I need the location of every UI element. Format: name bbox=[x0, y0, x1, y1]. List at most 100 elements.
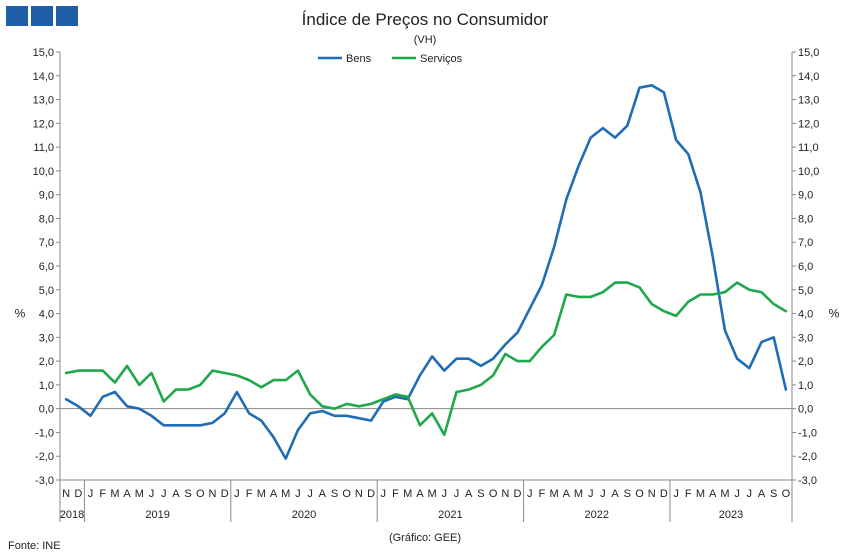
x-month-label: A bbox=[709, 488, 717, 500]
x-month-label: N bbox=[648, 488, 656, 500]
x-month-label: A bbox=[172, 488, 180, 500]
x-year-label: 2022 bbox=[585, 509, 609, 521]
x-month-label: M bbox=[135, 488, 144, 500]
x-month-label: J bbox=[442, 488, 448, 500]
y-tick-label-right: 14,0 bbox=[798, 71, 819, 83]
y-tick-label-right: 4,0 bbox=[798, 309, 813, 321]
x-month-label: F bbox=[99, 488, 106, 500]
x-month-label: O bbox=[635, 488, 644, 500]
x-month-label: M bbox=[428, 488, 437, 500]
x-month-label: S bbox=[331, 488, 338, 500]
x-month-label: M bbox=[110, 488, 119, 500]
y-tick-label-left: 2,0 bbox=[39, 356, 54, 368]
x-month-label: M bbox=[550, 488, 559, 500]
x-month-label: J bbox=[149, 488, 155, 500]
logo bbox=[6, 6, 78, 26]
y-tick-label-left: -1,0 bbox=[35, 427, 54, 439]
y-tick-label-left: 15,0 bbox=[33, 47, 54, 59]
y-tick-label-right: 12,0 bbox=[798, 118, 819, 130]
x-month-label: M bbox=[257, 488, 266, 500]
x-month-label: F bbox=[392, 488, 399, 500]
y-tick-label-left: 14,0 bbox=[33, 71, 54, 83]
x-month-label: A bbox=[465, 488, 473, 500]
x-month-label: A bbox=[563, 488, 571, 500]
x-month-label: A bbox=[319, 488, 327, 500]
y-tick-label-right: 5,0 bbox=[798, 285, 813, 297]
y-tick-label-left: 9,0 bbox=[39, 190, 54, 202]
x-month-label: F bbox=[539, 488, 546, 500]
x-month-label: J bbox=[381, 488, 387, 500]
x-month-label: D bbox=[74, 488, 82, 500]
y-tick-label-right: 13,0 bbox=[798, 95, 819, 107]
x-month-label: O bbox=[782, 488, 791, 500]
x-month-label: J bbox=[600, 488, 606, 500]
x-month-label: M bbox=[720, 488, 729, 500]
x-month-label: J bbox=[747, 488, 753, 500]
x-month-label: S bbox=[770, 488, 777, 500]
x-month-label: D bbox=[221, 488, 229, 500]
x-month-label: F bbox=[246, 488, 253, 500]
x-month-label: M bbox=[403, 488, 412, 500]
x-year-label: 2019 bbox=[145, 509, 169, 521]
x-year-label: 2021 bbox=[438, 509, 462, 521]
x-month-label: A bbox=[123, 488, 131, 500]
x-year-label: 2023 bbox=[719, 509, 743, 521]
y-tick-label-right: 15,0 bbox=[798, 47, 819, 59]
x-month-label: J bbox=[295, 488, 301, 500]
y-tick-label-right: 8,0 bbox=[798, 213, 813, 225]
x-month-label: O bbox=[196, 488, 205, 500]
x-month-label: J bbox=[734, 488, 740, 500]
y-tick-label-right: 1,0 bbox=[798, 380, 813, 392]
y-tick-label-left: 4,0 bbox=[39, 309, 54, 321]
y-tick-label-left: 1,0 bbox=[39, 380, 54, 392]
x-month-label: F bbox=[685, 488, 692, 500]
legend-label-bens: Bens bbox=[346, 53, 372, 65]
x-month-label: M bbox=[696, 488, 705, 500]
x-month-label: S bbox=[184, 488, 191, 500]
x-month-label: O bbox=[342, 488, 351, 500]
y-tick-label-right: 9,0 bbox=[798, 190, 813, 202]
y-tick-label-left: 5,0 bbox=[39, 285, 54, 297]
source-note: Fonte: INE bbox=[8, 540, 61, 552]
x-month-label: J bbox=[673, 488, 679, 500]
x-year-label: 2020 bbox=[292, 509, 316, 521]
x-year-label: 2018 bbox=[60, 509, 84, 521]
x-month-label: N bbox=[62, 488, 70, 500]
legend-label-servicos: Serviços bbox=[420, 53, 463, 65]
x-month-label: A bbox=[270, 488, 278, 500]
y-axis-label-right: % bbox=[829, 307, 840, 321]
x-month-label: J bbox=[588, 488, 594, 500]
y-tick-label-left: 13,0 bbox=[33, 95, 54, 107]
x-month-label: J bbox=[234, 488, 240, 500]
y-axis-label-left: % bbox=[15, 307, 26, 321]
series-line-bens bbox=[64, 84, 788, 460]
y-tick-label-left: 6,0 bbox=[39, 261, 54, 273]
x-month-label: J bbox=[161, 488, 167, 500]
x-month-label: J bbox=[527, 488, 533, 500]
x-month-label: D bbox=[514, 488, 522, 500]
y-tick-label-right: -2,0 bbox=[798, 451, 817, 463]
x-month-label: N bbox=[501, 488, 509, 500]
y-tick-label-left: 10,0 bbox=[33, 166, 54, 178]
y-tick-label-right: 10,0 bbox=[798, 166, 819, 178]
y-tick-label-right: 7,0 bbox=[798, 237, 813, 249]
y-tick-label-left: 12,0 bbox=[33, 118, 54, 130]
x-month-label: J bbox=[307, 488, 313, 500]
y-tick-label-left: 3,0 bbox=[39, 332, 54, 344]
y-tick-label-left: 8,0 bbox=[39, 213, 54, 225]
chart-subtitle: (VH) bbox=[413, 34, 437, 46]
x-month-label: A bbox=[416, 488, 424, 500]
x-month-label: N bbox=[209, 488, 217, 500]
series-line-servicos bbox=[64, 281, 788, 437]
x-month-label: N bbox=[355, 488, 363, 500]
y-tick-label-left: 7,0 bbox=[39, 237, 54, 249]
x-month-label: D bbox=[660, 488, 668, 500]
y-tick-label-right: 0,0 bbox=[798, 404, 813, 416]
chart-note: (Gráfico: GEE) bbox=[388, 532, 462, 544]
x-month-label: S bbox=[477, 488, 484, 500]
x-month-label: J bbox=[454, 488, 460, 500]
x-month-label: S bbox=[624, 488, 631, 500]
x-month-label: M bbox=[574, 488, 583, 500]
y-tick-label-right: 6,0 bbox=[798, 261, 813, 273]
